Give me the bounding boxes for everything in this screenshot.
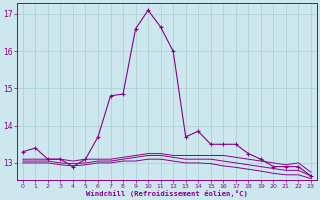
X-axis label: Windchill (Refroidissement éolien,°C): Windchill (Refroidissement éolien,°C) bbox=[86, 190, 248, 197]
